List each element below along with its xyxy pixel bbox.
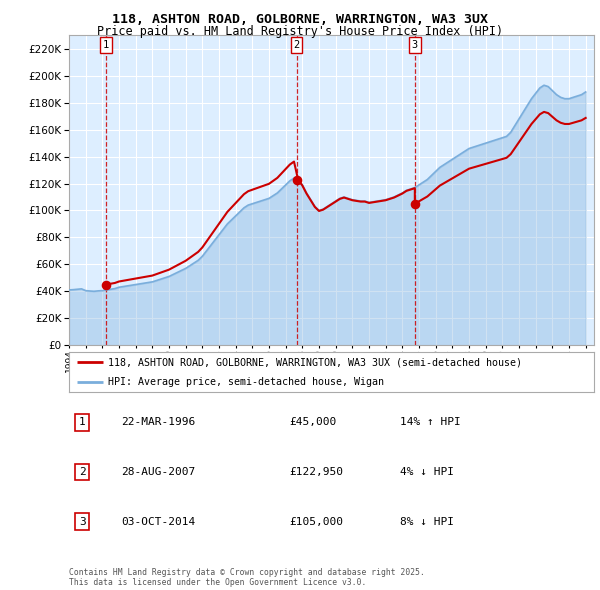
Text: £45,000: £45,000 xyxy=(290,417,337,427)
Text: £105,000: £105,000 xyxy=(290,517,343,527)
Text: 28-AUG-2007: 28-AUG-2007 xyxy=(121,467,196,477)
Point xyxy=(101,280,111,289)
Text: 22-MAR-1996: 22-MAR-1996 xyxy=(121,417,196,427)
Text: 2: 2 xyxy=(293,40,299,50)
Text: 3: 3 xyxy=(79,517,86,527)
Text: Price paid vs. HM Land Registry's House Price Index (HPI): Price paid vs. HM Land Registry's House … xyxy=(97,25,503,38)
Text: 118, ASHTON ROAD, GOLBORNE, WARRINGTON, WA3 3UX (semi-detached house): 118, ASHTON ROAD, GOLBORNE, WARRINGTON, … xyxy=(109,358,523,367)
Text: 03-OCT-2014: 03-OCT-2014 xyxy=(121,517,196,527)
Text: 4% ↓ HPI: 4% ↓ HPI xyxy=(400,467,454,477)
Point xyxy=(292,175,301,184)
Text: £122,950: £122,950 xyxy=(290,467,343,477)
Text: 1: 1 xyxy=(79,417,86,427)
Text: 8% ↓ HPI: 8% ↓ HPI xyxy=(400,517,454,527)
Text: 118, ASHTON ROAD, GOLBORNE, WARRINGTON, WA3 3UX: 118, ASHTON ROAD, GOLBORNE, WARRINGTON, … xyxy=(112,13,488,26)
Text: 1: 1 xyxy=(103,40,109,50)
Text: 2: 2 xyxy=(79,467,86,477)
Text: 3: 3 xyxy=(412,40,418,50)
Text: HPI: Average price, semi-detached house, Wigan: HPI: Average price, semi-detached house,… xyxy=(109,378,385,387)
Text: 14% ↑ HPI: 14% ↑ HPI xyxy=(400,417,461,427)
Point xyxy=(410,199,419,208)
Text: Contains HM Land Registry data © Crown copyright and database right 2025.
This d: Contains HM Land Registry data © Crown c… xyxy=(69,568,425,587)
